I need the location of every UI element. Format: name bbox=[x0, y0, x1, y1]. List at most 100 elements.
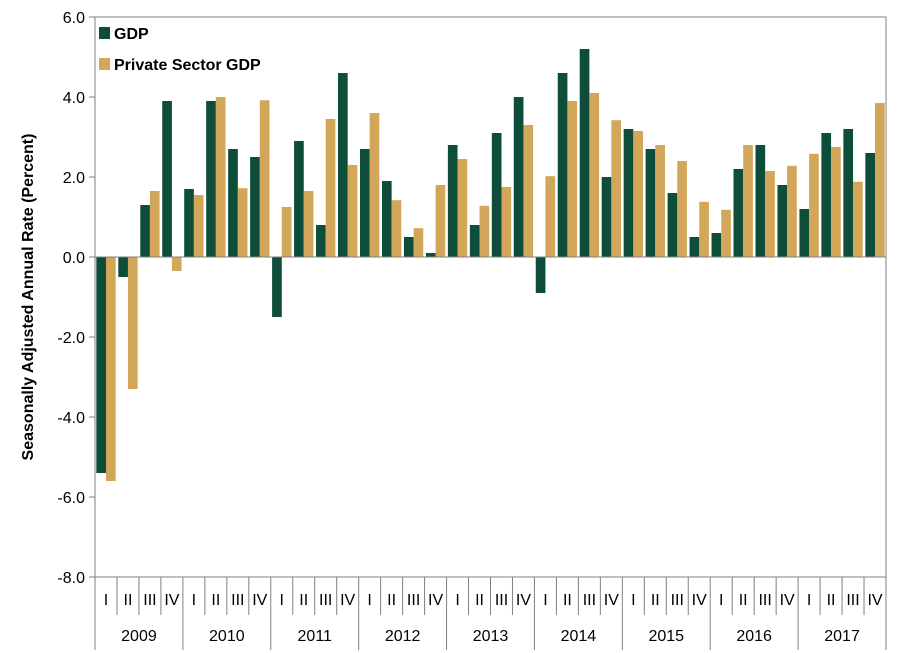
private-gdp-bar-25 bbox=[633, 131, 643, 257]
private-gdp-bar-1 bbox=[105, 257, 116, 481]
bars-layer bbox=[96, 49, 885, 481]
private-gdp-bar-16 bbox=[435, 185, 446, 257]
private-gdp-bar-27 bbox=[677, 161, 687, 257]
gdp-bar-22 bbox=[557, 73, 568, 257]
quarter-label: I bbox=[192, 592, 196, 609]
quarter-label: II bbox=[739, 592, 748, 609]
quarter-label: III bbox=[671, 592, 684, 609]
quarter-label: IV bbox=[516, 592, 531, 609]
private-gdp-bar-32 bbox=[787, 165, 797, 257]
quarter-label: III bbox=[758, 592, 771, 609]
private-gdp-bar-35 bbox=[853, 181, 863, 257]
private-gdp-bar-19 bbox=[501, 187, 512, 257]
quarter-label: I bbox=[807, 592, 811, 609]
gdp-bar-2 bbox=[118, 257, 128, 277]
quarter-label: II bbox=[211, 592, 220, 609]
gdp-bar-26 bbox=[645, 149, 656, 257]
year-label: 2014 bbox=[561, 628, 597, 645]
private-gdp-bar-21 bbox=[545, 176, 556, 257]
gdp-bar-24 bbox=[601, 177, 612, 257]
private-gdp-bar-7 bbox=[237, 188, 248, 257]
private-gdp-bar-29 bbox=[721, 209, 731, 257]
gdp-bar-5 bbox=[184, 189, 194, 257]
y-tick-label: 0.0 bbox=[63, 250, 85, 267]
y-tick-label: -6.0 bbox=[57, 490, 85, 507]
gdp-bar-13 bbox=[359, 149, 370, 257]
gdp-bar-14 bbox=[381, 181, 392, 257]
quarter-label: III bbox=[143, 592, 156, 609]
gdp-bar-35 bbox=[843, 129, 854, 257]
quarter-label: I bbox=[280, 592, 284, 609]
quarter-label: II bbox=[651, 592, 660, 609]
y-tick-label: 6.0 bbox=[63, 10, 85, 27]
gdp-bar-17 bbox=[447, 145, 458, 257]
quarter-label: II bbox=[387, 592, 396, 609]
gdp-bar-23 bbox=[579, 49, 590, 257]
private-gdp-bar-18 bbox=[479, 205, 490, 257]
y-axis-title: Seasonally Adjusted Annual Rate (Percent… bbox=[20, 134, 37, 461]
legend: GDP Private Sector GDP bbox=[99, 26, 261, 74]
year-label: 2017 bbox=[824, 628, 860, 645]
gdp-bar-4 bbox=[162, 101, 172, 257]
private-gdp-bar-14 bbox=[391, 200, 402, 257]
private-gdp-bar-34 bbox=[831, 147, 841, 257]
gdp-bar-8 bbox=[250, 157, 260, 257]
gdp-bar-15 bbox=[403, 237, 414, 257]
gdp-bar-29 bbox=[711, 233, 722, 257]
private-gdp-bar-9 bbox=[281, 207, 292, 257]
legend-label: Private Sector GDP bbox=[114, 57, 261, 74]
gdp-bar-21 bbox=[535, 257, 546, 293]
quarter-label: I bbox=[631, 592, 635, 609]
private-gdp-bar-20 bbox=[523, 125, 534, 257]
quarter-label: IV bbox=[780, 592, 795, 609]
quarter-label: I bbox=[104, 592, 108, 609]
private-gdp-bar-12 bbox=[347, 165, 358, 257]
private-gdp-bar-13 bbox=[369, 113, 380, 257]
legend-swatch bbox=[99, 27, 110, 39]
gdp-bar-31 bbox=[755, 145, 766, 257]
y-tick-label: -2.0 bbox=[57, 330, 85, 347]
private-gdp-bar-15 bbox=[413, 228, 424, 257]
private-gdp-bar-2 bbox=[127, 257, 138, 389]
legend-label: GDP bbox=[114, 26, 149, 43]
quarter-label: III bbox=[407, 592, 420, 609]
gdp-bar-12 bbox=[338, 73, 348, 257]
labels-layer: 6.0 4.0 2.0 0.0 -2.0 -4.0 -6.0 -8.0 Seasonally A… bbox=[20, 10, 883, 645]
quarter-label: III bbox=[846, 592, 859, 609]
year-label: 2016 bbox=[736, 628, 772, 645]
private-gdp-bar-11 bbox=[325, 119, 336, 257]
gdp-bar-10 bbox=[294, 141, 304, 257]
quarter-label: IV bbox=[340, 592, 355, 609]
gdp-bar-6 bbox=[206, 101, 216, 257]
gdp-bar-34 bbox=[821, 133, 832, 257]
private-gdp-bar-23 bbox=[589, 93, 600, 257]
gdp-bar-27 bbox=[667, 193, 678, 257]
quarter-label: II bbox=[827, 592, 836, 609]
gdp-bar-9 bbox=[272, 257, 282, 317]
quarter-label: IV bbox=[692, 592, 707, 609]
quarter-label: II bbox=[475, 592, 484, 609]
private-gdp-bar-24 bbox=[611, 120, 622, 257]
private-gdp-bar-33 bbox=[809, 153, 819, 257]
gdp-bar-32 bbox=[777, 185, 788, 257]
private-gdp-bar-26 bbox=[655, 145, 665, 257]
gdp-bar-1 bbox=[96, 257, 106, 473]
year-label: 2012 bbox=[385, 628, 421, 645]
quarter-label: III bbox=[319, 592, 332, 609]
gdp-bar-25 bbox=[623, 129, 634, 257]
year-label: 2009 bbox=[121, 628, 157, 645]
private-gdp-bar-6 bbox=[215, 97, 226, 257]
year-label: 2013 bbox=[473, 628, 509, 645]
axes-layer bbox=[89, 16, 887, 650]
quarter-label: II bbox=[563, 592, 572, 609]
private-gdp-bar-3 bbox=[149, 191, 160, 257]
quarter-label: I bbox=[367, 592, 371, 609]
quarter-label: IV bbox=[867, 592, 882, 609]
quarter-label: I bbox=[719, 592, 723, 609]
gdp-bar-20 bbox=[513, 97, 524, 257]
quarter-label: IV bbox=[604, 592, 619, 609]
quarter-label: IV bbox=[252, 592, 267, 609]
quarter-label: II bbox=[124, 592, 133, 609]
